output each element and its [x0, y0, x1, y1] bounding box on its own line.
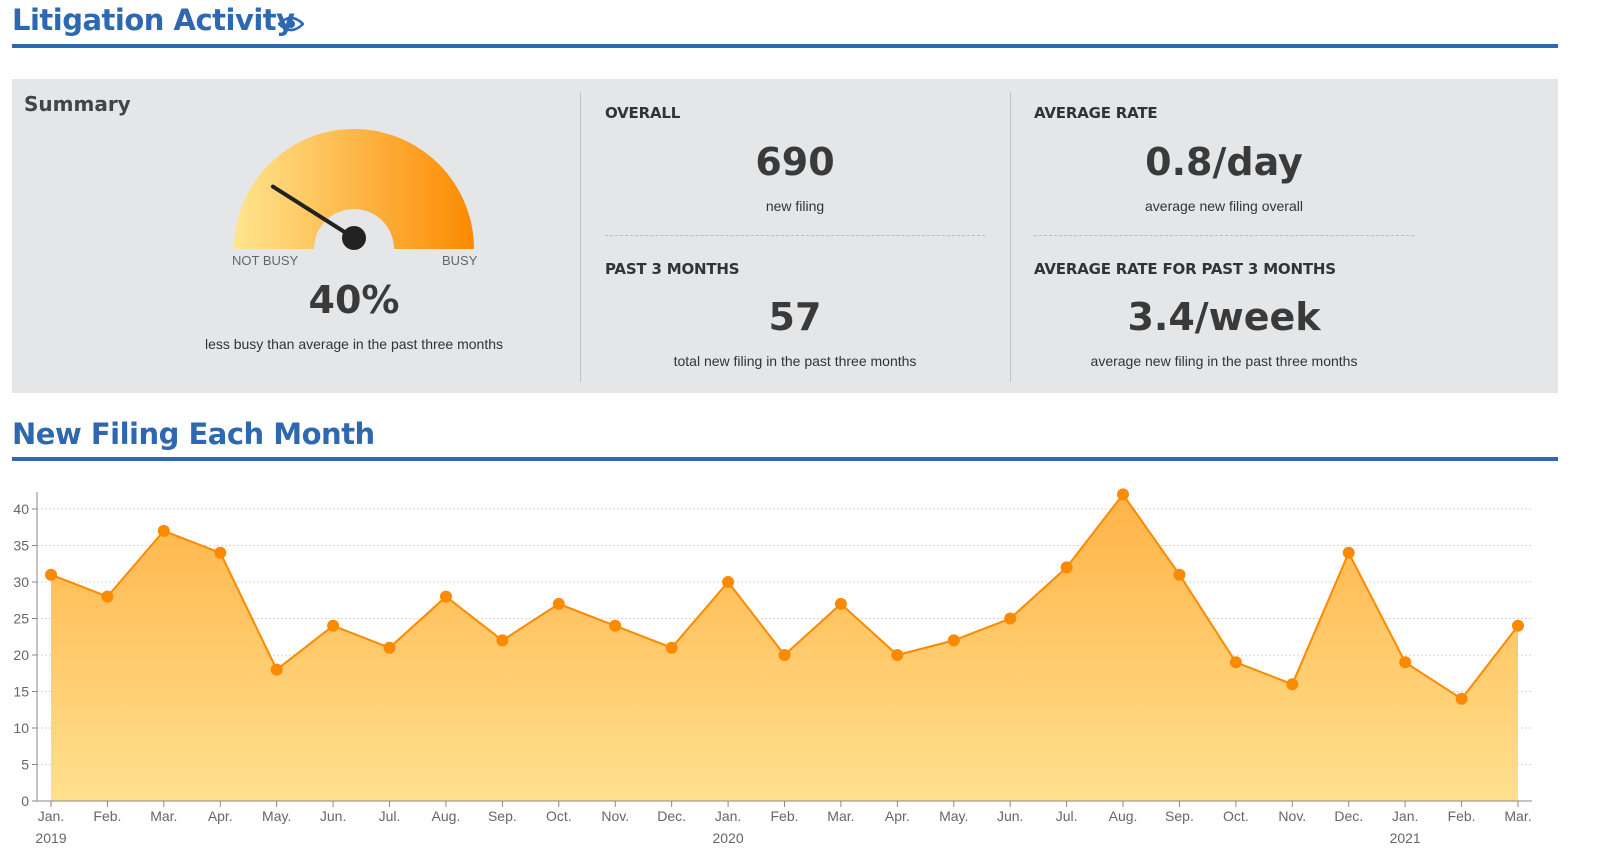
- x-year-label: 2020: [712, 830, 743, 846]
- avg-rate-label: AVERAGE RATE: [1034, 104, 1158, 122]
- data-point: [1286, 678, 1299, 691]
- area-fill: [51, 494, 1518, 801]
- avg-rate-3m-description: average new filing in the past three mon…: [1090, 353, 1358, 369]
- gauge-arc: [234, 129, 474, 249]
- x-tick-label: Sep.: [1165, 808, 1194, 824]
- x-tick-label: Oct.: [1223, 808, 1249, 824]
- data-point: [778, 649, 791, 661]
- busy-description: less busy than average in the past three…: [204, 336, 504, 352]
- data-point: [1060, 561, 1073, 574]
- data-point: [1342, 546, 1355, 559]
- data-point: [834, 597, 847, 610]
- gauge-min-label: NOT BUSY: [232, 253, 299, 268]
- avg-rate-description: average new filing overall: [1145, 198, 1303, 214]
- x-tick-label: Dec.: [657, 808, 686, 824]
- data-point: [1455, 692, 1468, 705]
- past3-description: total new filing in the past three month…: [673, 353, 917, 369]
- x-tick-label: Jul.: [379, 808, 401, 824]
- x-tick-label: Jan.: [715, 808, 741, 824]
- x-tick-label: Jun.: [320, 808, 346, 824]
- past3-label: PAST 3 MONTHS: [605, 260, 740, 278]
- data-point: [1512, 619, 1524, 632]
- data-point: [101, 590, 114, 603]
- x-tick-label: Sep.: [488, 808, 517, 824]
- avg-rate-3m-label: AVERAGE RATE FOR PAST 3 MONTHS: [1034, 260, 1336, 278]
- x-year-label: 2021: [1390, 830, 1421, 846]
- data-point: [440, 590, 452, 603]
- x-tick-label: Oct.: [546, 808, 572, 824]
- eye-icon[interactable]: [278, 14, 304, 34]
- data-point: [214, 546, 227, 559]
- x-tick-label: Nov.: [1278, 808, 1306, 824]
- avg-rate-value: 0.8/day: [1145, 140, 1303, 184]
- page-title: Litigation Activity: [12, 3, 295, 37]
- data-point: [1117, 488, 1129, 501]
- summary-heading: Summary: [24, 92, 131, 116]
- chart-title-underline: [12, 457, 1558, 461]
- x-tick-label: Apr.: [885, 808, 910, 824]
- data-point: [383, 641, 396, 654]
- row-divider: [1034, 235, 1414, 236]
- overall-value: 690: [755, 140, 835, 184]
- x-tick-label: Jun.: [997, 808, 1023, 824]
- overall-description: new filing: [765, 198, 825, 214]
- data-point: [947, 634, 960, 647]
- x-tick-label: Aug.: [1109, 808, 1138, 824]
- x-tick-label: Feb.: [93, 808, 121, 824]
- x-tick-label: Jan.: [38, 808, 64, 824]
- x-tick-label: Mar.: [150, 808, 177, 824]
- y-tick-label: 25: [13, 611, 29, 627]
- overall-label: OVERALL: [605, 104, 681, 122]
- data-point: [722, 576, 735, 588]
- new-filing-area-chart: 0 5 10 15 20 25 30 35 40 Jan. Feb. Mar. Apr. May. Jun.…: [13, 488, 1532, 846]
- data-point: [45, 568, 57, 581]
- y-tick-label: 35: [13, 538, 29, 554]
- data-point: [609, 619, 622, 632]
- y-tick-label: 20: [13, 647, 29, 663]
- row-divider: [605, 235, 985, 236]
- x-tick-label: Feb.: [770, 808, 798, 824]
- x-tick-label: Apr.: [208, 808, 233, 824]
- title-underline: [12, 44, 1558, 48]
- data-point: [1173, 568, 1186, 581]
- y-tick-label: 40: [13, 501, 29, 517]
- y-tick-label: 5: [21, 757, 29, 773]
- data-point: [552, 597, 565, 610]
- data-point: [157, 524, 170, 537]
- x-tick-label: Dec.: [1334, 808, 1363, 824]
- y-tick-label: 0: [21, 793, 29, 809]
- x-tick-label: Mar.: [1504, 808, 1531, 824]
- y-tick-label: 15: [13, 684, 29, 700]
- gauge-max-label: BUSY: [442, 253, 478, 268]
- x-year-label: 2019: [35, 830, 66, 846]
- chart-section-title: New Filing Each Month: [12, 417, 375, 451]
- x-tick-label: Feb.: [1448, 808, 1476, 824]
- busy-percent: 40%: [308, 278, 400, 322]
- gauge-hub: [342, 226, 366, 250]
- column-divider: [1010, 92, 1011, 382]
- y-tick-label: 10: [13, 720, 29, 736]
- data-point: [327, 619, 340, 632]
- gauge-needle: [270, 184, 356, 240]
- x-tick-label: May.: [262, 808, 291, 824]
- data-point: [1399, 656, 1412, 669]
- y-tick-label: 30: [13, 574, 29, 590]
- x-tick-label: Jul.: [1056, 808, 1078, 824]
- avg-rate-3m-value: 3.4/week: [1127, 295, 1321, 339]
- data-point: [891, 649, 904, 661]
- x-tick-label: Jan.: [1392, 808, 1418, 824]
- past3-value: 57: [768, 295, 822, 339]
- data-point: [1229, 656, 1242, 669]
- data-point: [1004, 612, 1017, 625]
- x-tick-label: Nov.: [601, 808, 629, 824]
- column-divider: [580, 92, 581, 382]
- data-point: [496, 634, 509, 647]
- x-tick-label: May.: [939, 808, 968, 824]
- x-tick-label: Aug.: [432, 808, 461, 824]
- x-tick-label: Mar.: [827, 808, 854, 824]
- data-point: [665, 641, 678, 654]
- busy-gauge: [234, 129, 474, 250]
- data-point: [270, 663, 283, 676]
